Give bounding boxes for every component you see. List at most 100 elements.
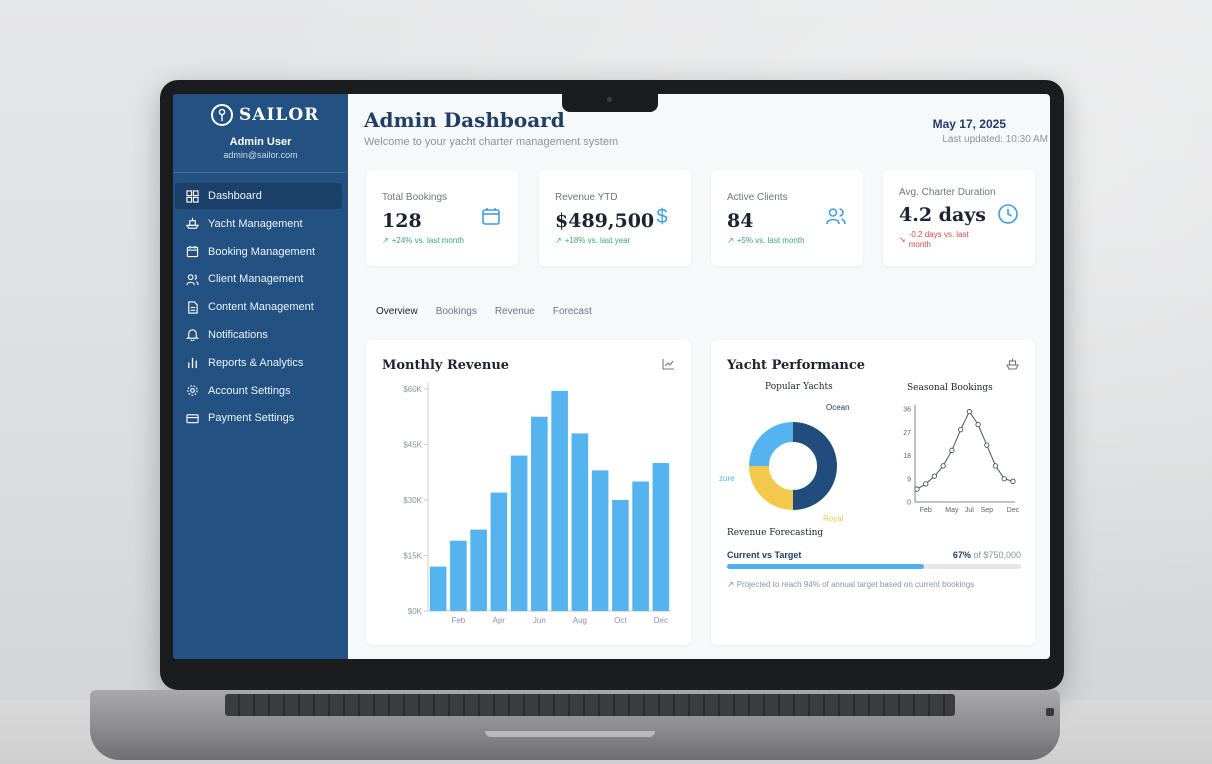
bell-icon bbox=[186, 329, 199, 342]
popular-yachts-chart: Ocean Royal zure bbox=[719, 403, 850, 523]
stat-card-avg-duration[interactable]: Avg. Charter Duration 4.2 days ↘ -0.2 day… bbox=[883, 170, 1035, 266]
trend-up-icon: ↗ bbox=[382, 236, 389, 245]
stat-delta-text: +24% vs. last month bbox=[391, 236, 464, 245]
trend-up-icon: ↗ bbox=[727, 236, 734, 245]
stat-value: 84 bbox=[727, 210, 754, 232]
user-email: admin@sailor.com bbox=[223, 150, 298, 160]
x-tick-label: Jul bbox=[965, 507, 974, 514]
sidebar-item-content-management[interactable]: Content Management bbox=[175, 294, 342, 320]
tab-bar: Overview Bookings Revenue Forecast bbox=[376, 306, 592, 317]
file-icon bbox=[188, 301, 198, 314]
sidebar-item-label: Yacht Management bbox=[208, 217, 303, 230]
progress-percent-value: 67% bbox=[952, 550, 971, 560]
seasonal-point bbox=[966, 408, 973, 415]
sailor-logo-icon bbox=[211, 104, 233, 126]
revenue-bar bbox=[591, 470, 609, 611]
progress-percent: 67% of $750,000 bbox=[953, 550, 1021, 560]
usb-port bbox=[1046, 708, 1054, 716]
stat-delta: ↘ -0.2 days vs. last month bbox=[899, 230, 985, 250]
sidebar-item-notifications[interactable]: Notifications bbox=[175, 322, 342, 348]
sidebar-item-yacht-management[interactable]: Yacht Management bbox=[175, 211, 342, 237]
stat-card-active-clients[interactable]: Active Clients 84 ↗ +5% vs. last month bbox=[711, 170, 863, 266]
revenue-bar bbox=[490, 492, 508, 611]
seasonal-line bbox=[916, 410, 1014, 490]
y-tick-label: $15K bbox=[403, 552, 422, 561]
camera-icon bbox=[607, 97, 612, 102]
revenue-bar bbox=[632, 481, 649, 611]
x-tick-label: Feb bbox=[920, 507, 932, 514]
revenue-bar bbox=[531, 416, 548, 611]
gear-icon bbox=[187, 385, 198, 396]
stat-label: Avg. Charter Duration bbox=[899, 187, 996, 198]
sidebar-item-label: Client Management bbox=[208, 273, 304, 286]
ship-icon[interactable] bbox=[1006, 358, 1019, 373]
line-chart-icon[interactable] bbox=[662, 358, 675, 373]
stat-value: $489,500 bbox=[555, 210, 655, 232]
pie-slice-royal bbox=[749, 465, 794, 510]
stat-delta-text: -0.2 days vs. last month bbox=[908, 230, 969, 249]
stat-label: Revenue YTD bbox=[555, 192, 618, 203]
forecast-note-text: Projected to reach 94% of annual target … bbox=[736, 580, 975, 589]
stat-card-revenue-ytd[interactable]: Revenue YTD $489,500 ↗ +18% vs. last year… bbox=[539, 170, 691, 266]
screen: SAILOR Admin User admin@sailor.com Dashb… bbox=[173, 94, 1050, 659]
panel-title: Yacht Performance bbox=[727, 358, 866, 373]
stat-delta: ↗ +24% vs. last month bbox=[382, 236, 464, 245]
dollar-icon: $ bbox=[656, 206, 668, 228]
tab-revenue[interactable]: Revenue bbox=[494, 306, 535, 317]
calendar-icon bbox=[480, 206, 502, 228]
seasonal-point bbox=[984, 442, 990, 448]
forecast-progress-fill bbox=[727, 564, 924, 569]
pie-label: Royal bbox=[823, 514, 844, 523]
revenue-bar bbox=[652, 463, 670, 611]
seasonal-point bbox=[975, 421, 981, 428]
sidebar-item-label: Notifications bbox=[208, 328, 268, 341]
stat-delta-text: +18% vs. last year bbox=[564, 236, 631, 245]
sidebar-item-label: Account Settings bbox=[208, 384, 291, 397]
stat-label: Active Clients bbox=[727, 192, 788, 203]
stat-value: 4.2 days bbox=[899, 204, 987, 226]
last-updated: Last updated: 10:30 AM bbox=[942, 134, 1048, 145]
sidebar-item-dashboard[interactable]: Dashboard bbox=[175, 183, 342, 209]
sidebar-item-label: Dashboard bbox=[208, 190, 262, 202]
current-date: May 17, 2025 bbox=[932, 117, 1006, 131]
x-tick-label: Aug bbox=[573, 616, 587, 625]
revenue-bar bbox=[571, 433, 589, 611]
trend-up-icon: ↗ bbox=[555, 236, 562, 245]
revenue-bar bbox=[510, 455, 528, 611]
y-tick-label: $0K bbox=[408, 607, 423, 616]
page-subtitle: Welcome to your yacht charter management… bbox=[364, 136, 619, 148]
current-vs-target-label: Current vs Target bbox=[727, 550, 802, 560]
trend-up-icon: ↗ bbox=[727, 580, 734, 589]
revenue-bar bbox=[612, 500, 629, 611]
sidebar-item-account-settings[interactable]: Account Settings bbox=[175, 378, 342, 404]
tab-forecast[interactable]: Forecast bbox=[552, 306, 592, 317]
stat-delta-text: +5% vs. last month bbox=[736, 236, 805, 245]
x-tick-label: Apr bbox=[493, 616, 506, 625]
tab-overview[interactable]: Overview bbox=[376, 306, 418, 317]
sidebar-item-label: Booking Management bbox=[208, 245, 316, 258]
x-tick-label: Sep bbox=[981, 507, 994, 514]
y-tick-label: $45K bbox=[403, 441, 422, 450]
y-tick-label: 18 bbox=[903, 453, 911, 460]
sidebar-item-client-management[interactable]: Client Management bbox=[175, 266, 342, 292]
sidebar-item-payment-settings[interactable]: Payment Settings bbox=[175, 405, 342, 431]
x-tick-label: Dec bbox=[654, 616, 668, 625]
stat-label: Total Bookings bbox=[382, 192, 448, 203]
sidebar-item-booking-management[interactable]: Booking Management bbox=[175, 239, 342, 265]
users-icon bbox=[825, 206, 847, 228]
brand[interactable]: SAILOR bbox=[211, 104, 319, 126]
page-title: Admin Dashboard bbox=[364, 108, 565, 132]
seasonal-point bbox=[914, 486, 920, 492]
sidebar: SAILOR Admin User admin@sailor.com Dashb… bbox=[173, 94, 348, 659]
revenue-bar bbox=[429, 566, 447, 611]
users-icon bbox=[186, 274, 199, 286]
forecast-progress-bar bbox=[727, 564, 1021, 569]
stat-card-total-bookings[interactable]: Total Bookings 128 ↗ +24% vs. last month bbox=[366, 170, 518, 266]
sidebar-item-reports-analytics[interactable]: Reports & Analytics bbox=[175, 350, 342, 376]
trend-down-icon: ↘ bbox=[899, 235, 906, 244]
revenue-forecasting-label: Revenue Forecasting bbox=[727, 528, 824, 538]
seasonal-point bbox=[1001, 476, 1007, 482]
pie-slice-zure bbox=[749, 422, 794, 467]
tab-bookings[interactable]: Bookings bbox=[435, 306, 477, 317]
user-name: Admin User bbox=[229, 136, 292, 148]
